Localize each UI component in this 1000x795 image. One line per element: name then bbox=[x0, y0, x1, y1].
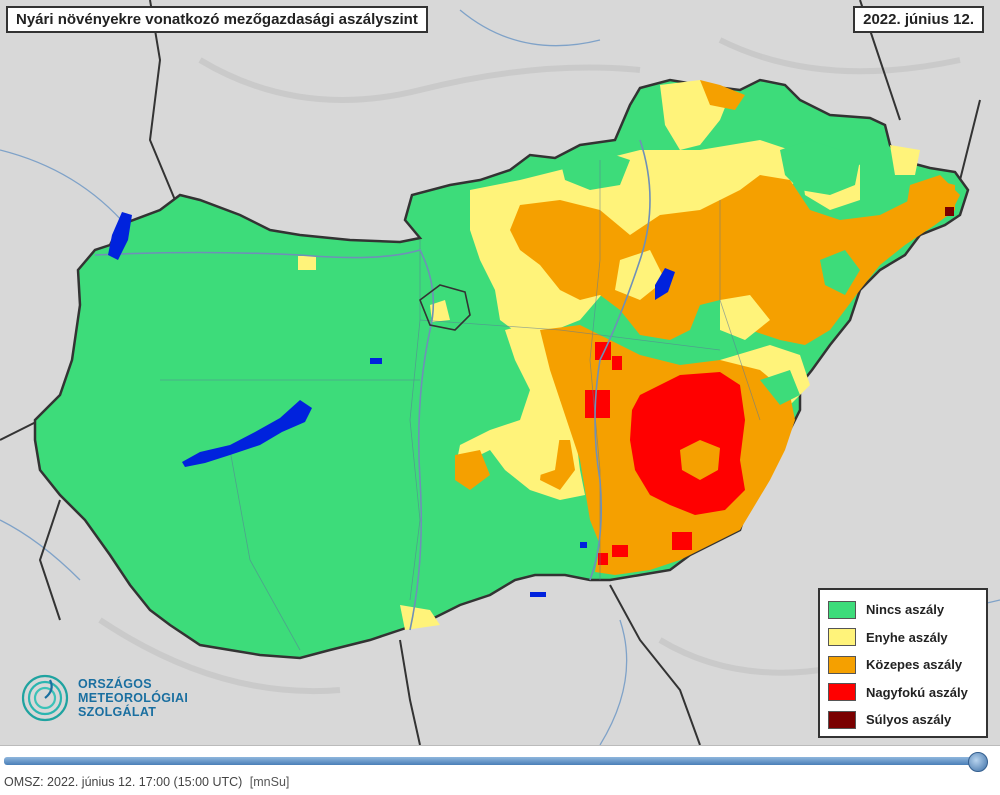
legend-item-none: Nincs aszály bbox=[828, 596, 978, 624]
omsz-swirl-icon bbox=[21, 674, 69, 722]
legend-swatch bbox=[828, 710, 856, 729]
omsz-logo: ORSZÁGOS METEOROLÓGIAI SZOLGÁLAT bbox=[20, 670, 188, 726]
map-canvas bbox=[0, 0, 1000, 745]
legend-item-mild: Enyhe aszály bbox=[828, 624, 978, 652]
legend-swatch bbox=[828, 655, 856, 674]
logo-line-3: SZOLGÁLAT bbox=[78, 705, 157, 719]
lake-balaton bbox=[182, 400, 312, 467]
legend-swatch bbox=[828, 683, 856, 702]
lake-ferto bbox=[108, 212, 132, 260]
legend-label: Súlyos aszály bbox=[866, 712, 952, 728]
time-slider-track[interactable] bbox=[4, 757, 976, 765]
legend: Nincs aszály Enyhe aszály Közepes aszály… bbox=[818, 588, 988, 738]
time-slider-handle[interactable] bbox=[968, 752, 988, 772]
legend-item-moderate: Közepes aszály bbox=[828, 651, 978, 679]
footer-timestamp: OMSZ: 2022. június 12. 17:00 (15:00 UTC) bbox=[4, 775, 243, 789]
legend-swatch bbox=[828, 600, 856, 619]
legend-label: Nagyfokú aszály bbox=[866, 684, 968, 700]
lake-tisza bbox=[655, 268, 675, 300]
footer: OMSZ: 2022. június 12. 17:00 (15:00 UTC)… bbox=[4, 775, 289, 789]
time-slider[interactable] bbox=[4, 752, 988, 772]
legend-label: Enyhe aszály bbox=[866, 629, 948, 645]
legend-label: Nincs aszály bbox=[866, 602, 945, 618]
map-date: 2022. június 12. bbox=[853, 6, 984, 33]
legend-item-severe: Súlyos aszály bbox=[828, 706, 978, 734]
legend-item-large: Nagyfokú aszály bbox=[828, 679, 978, 707]
drought-map[interactable]: Nyári növényekre vonatkozó mezőgazdasági… bbox=[0, 0, 1000, 746]
legend-label: Közepes aszály bbox=[866, 657, 963, 673]
footer-param: [mnSu] bbox=[249, 775, 290, 789]
legend-swatch bbox=[828, 628, 856, 647]
logo-line-2: METEOROLÓGIAI bbox=[78, 691, 189, 705]
logo-line-1: ORSZÁGOS bbox=[78, 677, 152, 691]
map-title: Nyári növényekre vonatkozó mezőgazdasági… bbox=[6, 6, 428, 33]
